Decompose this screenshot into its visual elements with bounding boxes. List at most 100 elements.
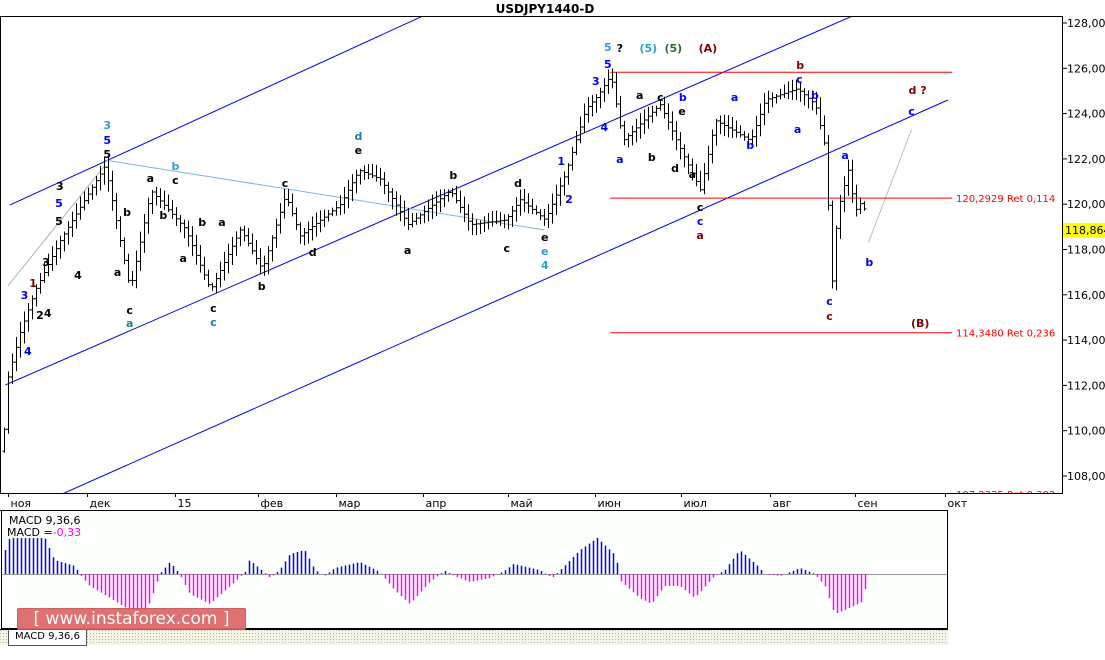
price-bar — [710, 129, 715, 164]
price-bar — [394, 191, 399, 216]
price-bar — [746, 133, 751, 146]
wave-label: d ? — [909, 84, 927, 97]
price-bar — [538, 209, 543, 221]
price-bar — [474, 219, 479, 236]
price-bar — [334, 200, 339, 216]
price-tick-label: 124,000 — [1067, 108, 1105, 121]
price-bar — [194, 234, 199, 265]
price-bar — [734, 120, 739, 138]
price-bar — [22, 311, 27, 344]
price-bar — [698, 170, 703, 192]
price-bar — [270, 235, 275, 262]
price-bar — [370, 163, 375, 179]
price-bar — [330, 207, 335, 217]
wave-label: b — [679, 91, 687, 104]
price-bar — [186, 220, 191, 247]
wave-label: 5 — [103, 134, 111, 147]
wave-label: c — [697, 201, 704, 214]
fib-level-label: 114,3480 Ret 0,236 — [956, 329, 1055, 340]
wave-label: 1 — [557, 155, 565, 168]
wave-label: a — [126, 317, 133, 330]
price-bar — [310, 216, 315, 241]
price-bar — [630, 125, 635, 146]
wave-label: 1 — [29, 277, 37, 290]
wave-label: d — [671, 162, 679, 175]
tab-macd-label: MACD 9,36,6 — [15, 631, 80, 642]
price-bar — [78, 196, 83, 220]
price-bar — [130, 270, 135, 286]
price-bar — [54, 240, 59, 266]
price-bar — [242, 225, 247, 242]
price-bar — [646, 106, 651, 129]
price-bar — [82, 191, 87, 211]
wave-label: 5 — [604, 58, 612, 71]
price-bar — [442, 189, 447, 208]
price-bar — [214, 272, 219, 294]
price-bar — [38, 273, 43, 294]
wave-label: b — [449, 169, 457, 182]
price-bar — [114, 192, 119, 230]
price-bar — [282, 188, 287, 219]
wave-label: e — [541, 231, 548, 244]
price-bar — [846, 159, 851, 196]
price-bar — [530, 198, 535, 215]
trendline — [867, 129, 913, 243]
wave-label: b — [865, 256, 873, 269]
price-bar — [774, 93, 779, 104]
price-bar — [62, 231, 67, 252]
price-bar — [418, 212, 423, 225]
price-bar — [770, 92, 775, 108]
price-bar — [18, 321, 23, 358]
chart-title: USDJPY1440-D — [496, 2, 595, 16]
wave-label: a — [636, 89, 643, 102]
price-bar — [858, 197, 863, 215]
price-bar — [590, 95, 595, 117]
price-bar — [822, 115, 827, 146]
price-bar — [682, 144, 687, 168]
price-bar — [614, 72, 619, 108]
price-bar — [598, 87, 603, 109]
macd-value: -0,33 — [53, 526, 81, 539]
price-bar — [318, 210, 323, 233]
price-bar — [510, 205, 515, 227]
price-bar — [758, 103, 763, 137]
price-bar — [794, 79, 799, 101]
price-bar — [670, 111, 675, 141]
price-bar — [2, 427, 7, 453]
price-bar — [222, 251, 227, 281]
price-bar — [402, 200, 407, 227]
price-bar — [374, 164, 379, 182]
price-bar — [838, 194, 843, 239]
price-bar — [118, 216, 123, 247]
price-bar — [414, 212, 419, 225]
price-bar — [10, 353, 15, 385]
wave-label: a — [841, 149, 848, 162]
price-bar — [714, 118, 719, 146]
wave-label: c — [172, 174, 179, 187]
price-bar — [634, 118, 639, 143]
price-bar — [638, 113, 643, 139]
wave-label: c — [826, 295, 833, 308]
current-price-marker — [1063, 222, 1105, 237]
price-bar — [66, 221, 71, 245]
price-bar — [678, 132, 683, 160]
wave-label: 3 — [21, 289, 29, 302]
price-bar — [158, 188, 163, 208]
price-bar — [594, 94, 599, 113]
price-bar — [702, 163, 707, 195]
price-bar — [342, 186, 347, 214]
price-bar — [422, 205, 427, 224]
wave-label: e — [541, 245, 548, 258]
price-bar — [750, 129, 755, 148]
time-tick-label: окт — [948, 497, 968, 510]
time-tick-label: авг — [773, 497, 792, 510]
price-bar — [690, 158, 695, 181]
price-bar — [574, 131, 579, 156]
price-bar — [210, 282, 215, 291]
price-bar — [58, 235, 63, 259]
wave-label: d — [309, 246, 317, 259]
tab-macd[interactable]: MACD 9,36,6 — [8, 630, 87, 646]
wave-label: 5 — [103, 148, 111, 161]
